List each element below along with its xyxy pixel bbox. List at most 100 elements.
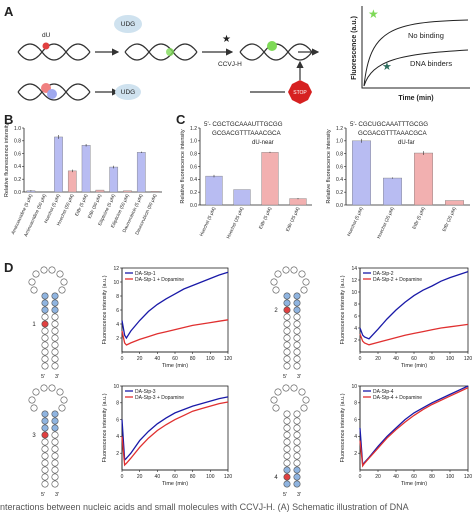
nucleotide bbox=[293, 452, 301, 460]
nucleotide bbox=[293, 424, 301, 432]
x-tick-label: 20 bbox=[375, 356, 381, 362]
nucleotide bbox=[293, 341, 301, 349]
y-tick-label: 6 bbox=[354, 314, 357, 320]
nucleotide bbox=[290, 266, 298, 274]
dna-strand bbox=[124, 43, 198, 61]
y-tick-label: 2 bbox=[116, 451, 119, 457]
y-tick-label: 10 bbox=[351, 384, 357, 390]
x-axis-label: Time (min) bbox=[401, 363, 427, 369]
y-tick-label: 0.2 bbox=[190, 190, 197, 196]
y-axis-label: Fluorescence intensity (a.u.) bbox=[340, 275, 346, 344]
inset-axes bbox=[361, 6, 470, 89]
nucleotide bbox=[283, 452, 291, 460]
nucleotide bbox=[302, 278, 310, 286]
annotation: GCGACGTTTAAACGCA bbox=[358, 130, 428, 137]
end-label: 5' bbox=[283, 374, 287, 380]
line-series bbox=[121, 319, 229, 346]
x-tick-label: 80 bbox=[190, 356, 196, 362]
nucleotide bbox=[41, 480, 49, 488]
nucleotide bbox=[283, 327, 291, 335]
label: STOP bbox=[293, 90, 307, 96]
x-tick-label: 100 bbox=[206, 474, 215, 480]
nucleotide bbox=[41, 473, 49, 481]
x-tick-label: 40 bbox=[155, 356, 161, 362]
nucleotide bbox=[298, 388, 306, 396]
nucleotide bbox=[270, 278, 278, 286]
nucleotide bbox=[293, 327, 301, 335]
hairpin-number: 1 bbox=[32, 322, 36, 328]
dna-strand bbox=[17, 43, 91, 61]
nucleotide bbox=[283, 341, 291, 349]
nucleotide bbox=[48, 266, 56, 274]
nucleotide bbox=[293, 438, 301, 446]
bar bbox=[136, 152, 146, 193]
nucleotide bbox=[28, 278, 36, 286]
nucleotide bbox=[293, 313, 301, 321]
x-tick-label: 60 bbox=[172, 474, 178, 480]
y-tick-label: 0.8 bbox=[336, 151, 343, 157]
bar bbox=[352, 140, 372, 206]
nucleotide bbox=[41, 306, 49, 314]
end-label: 3' bbox=[55, 492, 59, 498]
nucleotide bbox=[41, 327, 49, 335]
annotation: dU-far bbox=[398, 140, 415, 146]
nucleotide bbox=[283, 424, 291, 432]
y-tick-label: 0.4 bbox=[190, 177, 197, 183]
hairpin-number: 3 bbox=[32, 433, 36, 439]
end-label: 3' bbox=[297, 492, 301, 498]
nucleotide bbox=[283, 410, 291, 418]
nucleotide bbox=[56, 388, 64, 396]
binder bbox=[47, 89, 57, 99]
nucleotide bbox=[58, 404, 66, 412]
x-tick-label: 20 bbox=[137, 474, 143, 480]
legend-label: DA-Stp-1 + Dopamine bbox=[135, 277, 184, 283]
nucleotide bbox=[51, 459, 59, 467]
x-axis-label: Time (min) bbox=[401, 481, 427, 487]
nucleotide bbox=[41, 417, 49, 425]
y-tick-label: 0.8 bbox=[14, 139, 21, 145]
axis-label: Fluorescence (a.u.) bbox=[351, 16, 358, 80]
y-tick-label: 2 bbox=[354, 451, 357, 457]
end-label: 5' bbox=[283, 492, 287, 498]
line-series bbox=[121, 401, 229, 467]
x-tick-label: 40 bbox=[155, 474, 161, 480]
y-tick-label: 0.4 bbox=[336, 177, 343, 183]
nucleotide bbox=[283, 417, 291, 425]
bar bbox=[261, 152, 279, 206]
x-tick-label: 0 bbox=[121, 356, 124, 362]
nucleotide bbox=[41, 320, 49, 328]
nucleotide bbox=[283, 362, 291, 370]
line-series bbox=[121, 271, 229, 340]
nucleotide bbox=[41, 459, 49, 467]
legend-label: DA-Stp-4 bbox=[373, 389, 394, 395]
x-tick-label: 120 bbox=[464, 474, 473, 480]
nucleotide bbox=[298, 270, 306, 278]
x-tick-label: 0 bbox=[359, 474, 362, 480]
nucleotide bbox=[51, 362, 59, 370]
nucleotide bbox=[58, 286, 66, 294]
y-tick-label: 2 bbox=[354, 338, 357, 344]
y-tick-label: 1.0 bbox=[190, 139, 197, 145]
nucleotide bbox=[51, 431, 59, 439]
y-tick-label: 0.0 bbox=[190, 203, 197, 209]
inset-curve bbox=[363, 49, 469, 87]
panel-label: B bbox=[4, 112, 13, 127]
annotation: 5'- CGCTGCAAAUTTGCGG bbox=[204, 121, 283, 128]
end-label: 5' bbox=[41, 492, 45, 498]
legend-label: DA-Stp-3 bbox=[135, 389, 156, 395]
y-tick-label: 2 bbox=[116, 336, 119, 342]
nucleotide bbox=[283, 313, 291, 321]
bar bbox=[150, 191, 160, 193]
bar bbox=[414, 152, 434, 206]
nucleotide bbox=[293, 431, 301, 439]
nucleotide bbox=[293, 306, 301, 314]
y-tick-label: 0.2 bbox=[14, 177, 21, 183]
end-label: 3' bbox=[297, 374, 301, 380]
udg-enzyme bbox=[115, 84, 141, 100]
nucleotide bbox=[51, 313, 59, 321]
nucleotide bbox=[51, 292, 59, 300]
nucleotide bbox=[41, 431, 49, 439]
y-axis-label: Relative fluorescence intensity bbox=[326, 129, 332, 204]
end-label: 5' bbox=[41, 374, 45, 380]
x-tick-label: 100 bbox=[446, 356, 455, 362]
